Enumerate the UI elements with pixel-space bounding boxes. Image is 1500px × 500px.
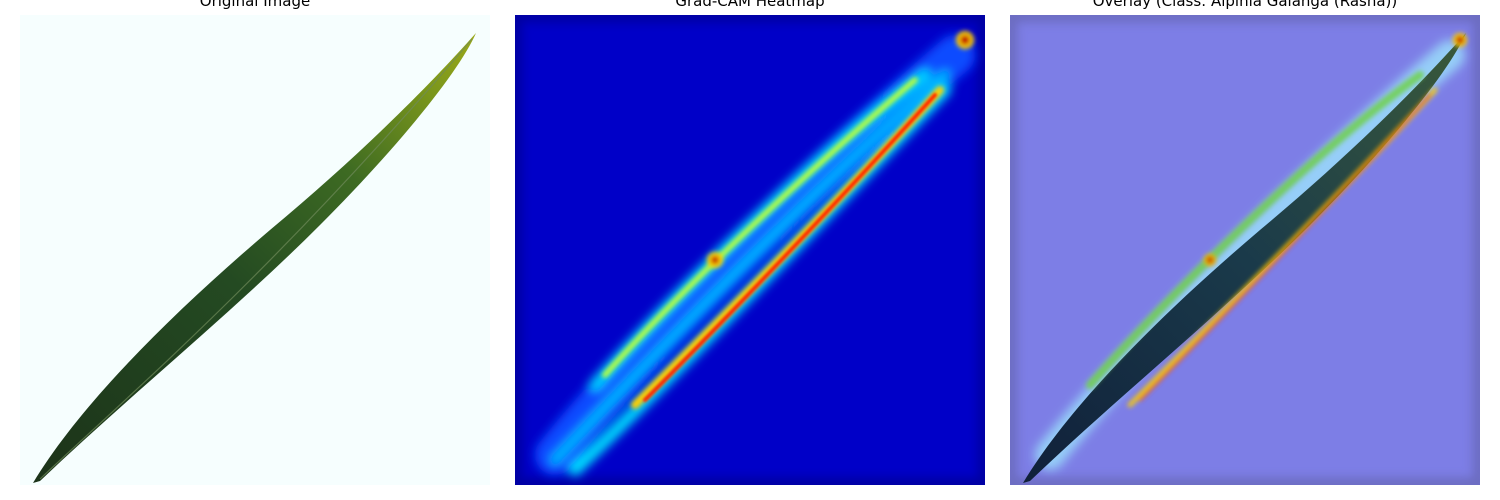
overlay-panel — [1010, 15, 1480, 485]
overlay-image — [1010, 15, 1480, 485]
panel-title-heatmap: Grad-CAM Heatmap — [675, 0, 825, 10]
panel-title-overlay: Overlay (Class: Alpinia Galanga (Rasna)) — [1092, 0, 1398, 10]
original-image-panel — [20, 15, 490, 485]
heatmap-panel — [515, 15, 985, 485]
gradcam-heatmap — [515, 15, 985, 485]
panel-title-original: Original Image — [199, 0, 311, 10]
leaf-photo — [20, 15, 490, 485]
